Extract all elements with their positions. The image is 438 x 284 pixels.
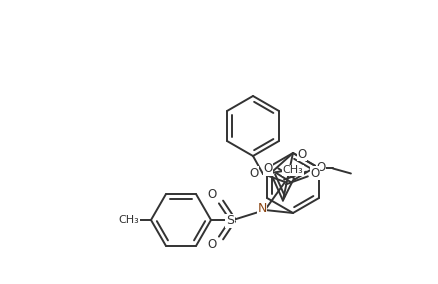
Text: CH₃: CH₃	[283, 165, 303, 175]
Text: O: O	[316, 161, 325, 174]
Text: N: N	[257, 202, 267, 216]
Text: O: O	[207, 189, 217, 202]
Text: O: O	[311, 166, 320, 179]
Text: S: S	[226, 214, 234, 227]
Text: O: O	[249, 166, 258, 179]
Text: O: O	[207, 239, 217, 252]
Text: O: O	[263, 162, 272, 175]
Text: O: O	[297, 147, 307, 160]
Text: CH₃: CH₃	[119, 215, 139, 225]
